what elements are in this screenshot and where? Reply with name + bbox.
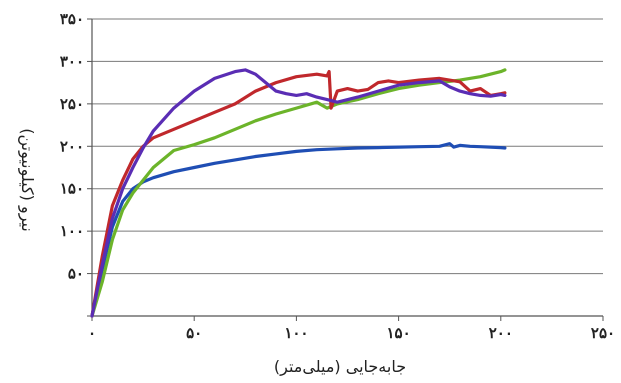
x-tick-label-5: ۲۵۰ <box>591 324 615 342</box>
x-tick-labels: ۰ ۵۰ ۱۰۰ ۱۵۰ ۲۰۰ ۲۵۰ <box>88 324 615 342</box>
x-tick-label-2: ۱۰۰ <box>284 324 308 342</box>
series-line-1 <box>90 68 507 318</box>
axes <box>87 18 604 321</box>
y-tick-label-7: ۳۵۰ <box>60 10 84 28</box>
y-tick-label-4: ۲۰۰ <box>60 137 84 155</box>
x-tick-label-1: ۵۰ <box>186 324 202 342</box>
y-tick-label-6: ۳۰۰ <box>60 52 84 70</box>
y-tick-label-2: ۱۰۰ <box>60 222 84 240</box>
series-line-3 <box>90 68 507 318</box>
y-tick-label-3: ۱۵۰ <box>60 180 84 198</box>
x-axis-title: جابه‌جایی (میلی‌متر) <box>274 357 406 377</box>
y-axis-title: نیرو (کیلونیوتن) <box>17 128 37 232</box>
series-line-0 <box>90 142 507 318</box>
x-tick-label-4: ۲۰۰ <box>489 324 513 342</box>
y-tick-labels: ۵۰ ۱۰۰ ۱۵۰ ۲۰۰ ۲۵۰ ۳۰۰ ۳۵۰ <box>60 10 84 283</box>
y-tick-label-1: ۵۰ <box>68 265 84 283</box>
series-lines <box>90 68 507 318</box>
gridlines <box>92 18 603 275</box>
y-tick-label-5: ۲۵۰ <box>60 95 84 113</box>
x-tick-label-0: ۰ <box>88 324 96 342</box>
x-tick-label-3: ۱۵۰ <box>387 324 411 342</box>
